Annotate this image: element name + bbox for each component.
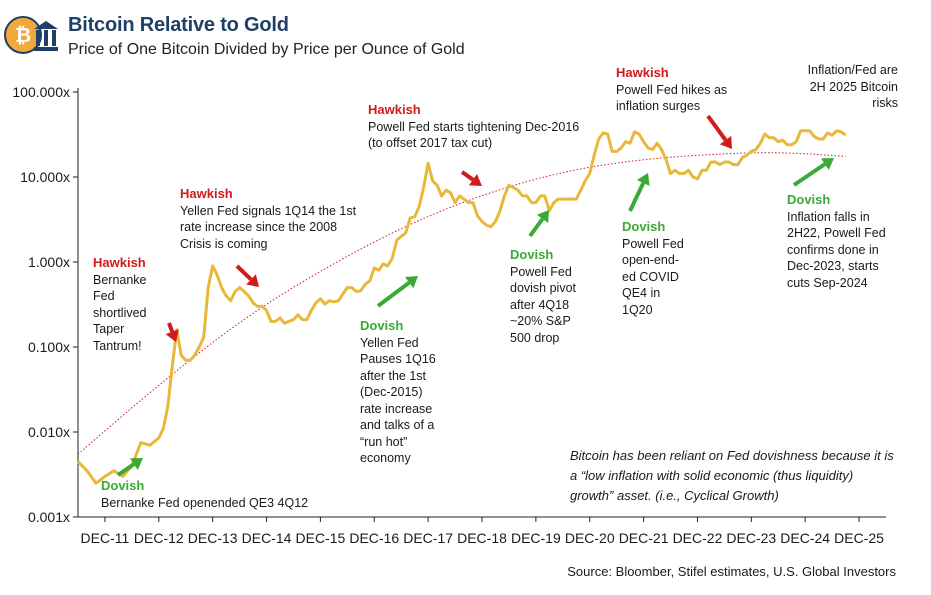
series-line: [76, 129, 847, 485]
x-tick-label: DEC-20: [565, 530, 615, 546]
annotation-hawkish-powell-tightening: Hawkish Powell Fed starts tightening Dec…: [368, 102, 580, 150]
arrow-dovish-qe3: [116, 458, 143, 477]
annotation-hawkish-powell-hikes: Hawkish Powell Fed hikes as inflation su…: [616, 65, 728, 113]
bitcoin-bank-icon: ₿: [4, 16, 58, 54]
x-tick-label: DEC-14: [242, 530, 292, 546]
arrow-dovish-pivot: [528, 210, 549, 238]
arrow-hawkish-hikes: [706, 114, 732, 149]
arrow-dovish-yellen: [376, 276, 418, 308]
x-tick-label: DEC-13: [188, 530, 238, 546]
arrow-hawkish-hikes-head: [719, 135, 732, 149]
svg-text:₿: ₿: [15, 25, 31, 47]
chart-note: Bitcoin has been reliant on Fed dovishne…: [570, 448, 894, 503]
arrow-dovish-yellen-head: [405, 276, 418, 289]
y-axis-ticks: 0.001x 0.010x 0.100x 1.000x 10.000x 100.000x: [12, 84, 78, 525]
x-tick-label: DEC-21: [619, 530, 669, 546]
y-tick-label: 1.000x: [28, 254, 70, 270]
arrow-hawkish-taper: [165, 322, 179, 342]
x-axis-ticks: DEC-11 DEC-12 DEC-13 DEC-14 DEC-15 DEC-16 DEC-…: [81, 517, 884, 546]
arrow-hawkish-yellen-shaft: [235, 264, 253, 281]
x-tick-label: DEC-12: [134, 530, 184, 546]
y-tick-label: 10.000x: [20, 169, 70, 185]
x-tick-label: DEC-19: [511, 530, 561, 546]
x-tick-label: DEC-16: [349, 530, 399, 546]
y-tick-label: 0.100x: [28, 339, 70, 355]
x-tick-label: DEC-25: [834, 530, 884, 546]
arrow-dovish-yellen-shaft: [376, 281, 411, 308]
arrow-hawkish-powell: [460, 170, 482, 186]
x-tick-label: DEC-11: [81, 530, 130, 546]
annotation-dovish-yellen-pause: Dovish Yellen Fed Pauses 1Q16 after the …: [360, 318, 436, 465]
arrow-dovish-cuts-head: [820, 158, 834, 170]
arrow-hawkish-taper-head: [165, 329, 179, 342]
arrow-hawkish-yellen: [235, 264, 259, 287]
annotation-arrows: [116, 114, 834, 477]
annotation-hawkish-yellen-1q14: Hawkish Yellen Fed signals 1Q14 the 1st …: [180, 186, 357, 251]
annotation-dovish-qe3: Dovish Bernanke Fed openended QE3 4Q12: [101, 478, 309, 510]
arrow-dovish-covid-head: [636, 173, 650, 186]
annotation-dovish-inflation-falls: Dovish Inflation falls in 2H22, Powell F…: [787, 192, 886, 290]
arrow-hawkish-taper-shaft: [167, 322, 175, 333]
x-tick-label: DEC-18: [457, 530, 507, 546]
x-tick-label: DEC-24: [780, 530, 830, 546]
annotation-hawkish-taper-tantrum: Hawkish Bernanke Fed shortlived Taper Ta…: [93, 255, 147, 353]
arrow-hawkish-yellen-head: [246, 274, 259, 287]
arrow-dovish-qe3-shaft: [116, 462, 136, 477]
arrow-hawkish-powell-shaft: [460, 170, 475, 182]
x-tick-label: DEC-22: [673, 530, 723, 546]
annotation-dovish-covid-qe4: Dovish Powell Fed open-end-ed COVID QE4 …: [622, 219, 684, 317]
annotation-2h2025-risks: Inflation/Fed are 2H 2025 Bitcoin risks: [807, 63, 898, 110]
y-tick-label: 0.010x: [28, 424, 70, 440]
chart-header: ₿ Bitcoin Relative to Gold Price of One …: [0, 0, 931, 70]
y-tick-label: 100.000x: [12, 84, 70, 100]
arrow-dovish-covid: [628, 173, 650, 212]
x-tick-label: DEC-15: [296, 530, 346, 546]
arrow-dovish-pivot-shaft: [528, 217, 545, 238]
source-text: Source: Bloomber, Stifel estimates, U.S.…: [567, 564, 896, 579]
arrow-dovish-cuts-shaft: [792, 162, 827, 187]
arrow-dovish-covid-shaft: [628, 182, 646, 212]
arrow-hawkish-powell-head: [468, 173, 482, 186]
arrow-dovish-pivot-head: [536, 210, 549, 224]
chart-title: Bitcoin Relative to Gold: [68, 14, 289, 36]
arrow-dovish-cuts: [792, 158, 834, 187]
x-tick-label: DEC-23: [726, 530, 776, 546]
arrow-hawkish-hikes-shaft: [706, 114, 728, 142]
annotation-dovish-powell-pivot: Dovish Powell Fed dovish pivot after 4Q1…: [510, 247, 577, 345]
x-tick-label: DEC-17: [403, 530, 453, 546]
y-tick-label: 0.001x: [28, 509, 70, 525]
chart-subtitle: Price of One Bitcoin Divided by Price pe…: [68, 41, 465, 58]
arrow-dovish-qe3-head: [129, 458, 143, 470]
